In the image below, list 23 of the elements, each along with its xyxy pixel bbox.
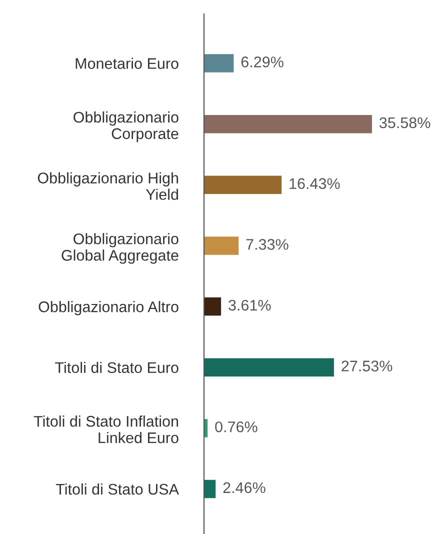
data-label: 7.33% [246,239,288,250]
data-label: 16.43% [290,178,340,189]
data-label: 3.61% [228,300,271,311]
y-tick-label: Obbligazionario Corporate [74,111,178,142]
data-label: 27.53% [342,360,392,372]
y-tick-label: Monetario Euro [76,58,178,69]
data-label: 0.76% [215,421,258,432]
y-tick-label: Obbligazionario High Yield [38,172,178,200]
bar [204,480,216,498]
bar [204,54,234,72]
bar [204,114,372,134]
y-tick-label: Titoli di Stato Inflation Linked Euro [34,416,178,444]
bar [204,176,282,194]
data-label: 35.58% [380,117,430,128]
data-label: 2.46% [223,482,266,494]
data-label: 6.29% [241,56,284,68]
bar [204,297,222,316]
bar [204,236,239,255]
y-tick-label: Obbligazionario Global Aggregate [62,233,178,264]
y-tick-label: Titoli di Stato USA [56,483,179,495]
bar [204,358,334,376]
y-tick-label: Titoli di Stato Euro [55,362,178,374]
y-tick-label: Obbligazionario Altro [38,301,178,316]
